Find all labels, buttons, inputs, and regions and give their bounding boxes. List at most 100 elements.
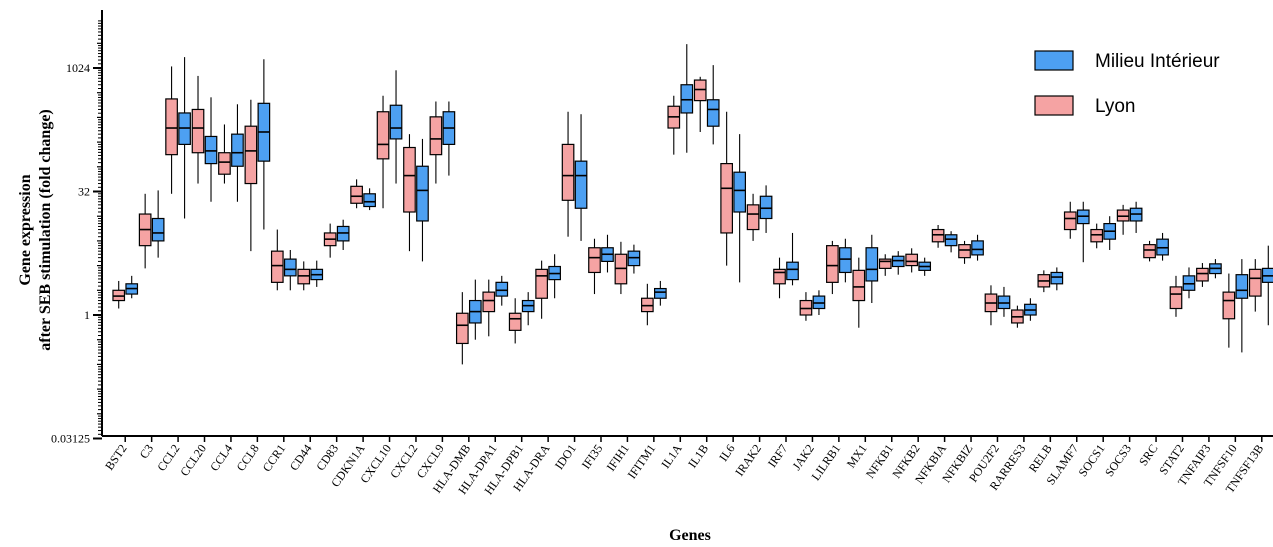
lyon-pou2f2-box — [984, 285, 998, 326]
milieu-tnfsf10-box — [1235, 259, 1249, 353]
lyon-ccl2-iqr — [165, 98, 178, 156]
milieu-ccl2-box — [178, 57, 191, 219]
milieu-src-box — [1156, 232, 1169, 261]
lyon-nfkbiz-iqr — [958, 244, 971, 259]
lyon-nfkbiz-box — [958, 240, 971, 264]
x-tick-label: CCL20 — [177, 442, 209, 479]
x-tick-label: IFI35 — [579, 442, 606, 472]
milieu-stat2-box — [1182, 267, 1196, 299]
legend-label-milieu: Milieu Intérieur — [1095, 51, 1220, 72]
y-tick-label: 0.03125 — [51, 432, 90, 446]
legend-label-lyon: Lyon — [1095, 96, 1136, 117]
lyon-hla-dra-box — [535, 260, 548, 319]
x-tick-label: IL1A — [658, 441, 685, 471]
x-tick-label: IRAK2 — [732, 442, 764, 479]
lyon-cxcl10-iqr — [376, 111, 390, 160]
x-axis-title: Genes — [669, 527, 711, 544]
lyon-socs1-box — [1090, 223, 1104, 249]
lyon-tnfsf10-box — [1222, 273, 1236, 348]
milieu-c3-iqr — [151, 217, 165, 242]
milieu-nfkb2-box — [918, 257, 932, 276]
lyon-hla-dra-iqr — [535, 268, 548, 299]
legend: Milieu Intérieur Lyon — [1034, 50, 1220, 117]
lyon-cd44-box — [297, 261, 311, 291]
lyon-ifitm1-box — [641, 283, 654, 326]
milieu-lilrb1-box — [839, 238, 852, 283]
lyon-ifi35-box — [588, 238, 601, 295]
x-tick-label: IFITM1 — [625, 442, 659, 482]
milieu-cxcl9-box — [442, 101, 456, 176]
x-tick-label: SOCS3 — [1102, 442, 1134, 480]
lyon-ido1-iqr — [561, 143, 575, 201]
lyon-hla-dpb1-iqr — [508, 312, 522, 331]
lyon-irf7-box — [773, 257, 786, 299]
lyon-cxcl2-iqr — [403, 146, 416, 213]
lyon-il6-iqr — [720, 163, 733, 234]
milieu-il1b-box — [706, 65, 720, 145]
milieu-cxcl2-box — [416, 138, 429, 262]
milieu-cdkn1a-box — [363, 188, 376, 211]
x-tick-label: CCL8 — [234, 442, 262, 474]
lyon-stat2-box — [1169, 275, 1183, 317]
milieu-lilrb1-iqr — [839, 247, 852, 274]
x-tick-label: IL6 — [716, 442, 737, 464]
milieu-socs3-box — [1129, 201, 1143, 233]
milieu-relb-box — [1050, 267, 1064, 291]
milieu-irak2-iqr — [759, 195, 773, 220]
milieu-ccl8-box — [257, 59, 271, 230]
lyon-hla-dpb1-box — [508, 298, 522, 344]
lyon-ccl20-box — [191, 75, 205, 184]
lyon-nfkb1-iqr — [878, 258, 892, 269]
milieu-socs1-box — [1103, 216, 1117, 250]
milieu-cxcl2-iqr — [416, 165, 429, 222]
milieu-ifitm1-box — [654, 280, 667, 306]
milieu-mx1-iqr — [865, 247, 879, 282]
lyon-slamf7-iqr — [1063, 211, 1077, 231]
lyon-cxcl9-iqr — [429, 116, 443, 156]
lyon-il1a-box — [667, 95, 681, 155]
milieu-hla-dpa1-iqr — [495, 281, 509, 297]
y-tick-label: 1 — [84, 308, 90, 322]
lyon-irak2-iqr — [746, 204, 760, 231]
milieu-il6-box — [733, 134, 746, 283]
milieu-ido1-box — [574, 114, 588, 241]
lyon-jak2-box — [799, 292, 813, 321]
milieu-irak2-box — [759, 185, 773, 233]
x-tick-label: CCL4 — [207, 442, 235, 474]
lyon-ccr1-iqr — [270, 250, 284, 283]
milieu-pou2f2-box — [997, 286, 1011, 317]
milieu-mx1-box — [865, 234, 879, 304]
milieu-irf7-box — [786, 232, 799, 286]
lyon-ccr1-box — [270, 229, 284, 291]
milieu-cxcl10-box — [389, 70, 403, 184]
x-tick-label: IRF7 — [765, 442, 791, 470]
lyon-ccl2-box — [165, 66, 178, 194]
lyon-cxcl2-box — [403, 134, 416, 252]
milieu-nfkbiz-iqr — [971, 240, 984, 256]
lyon-relb-box — [1037, 270, 1051, 293]
milieu-hla-dpa1-box — [495, 275, 509, 306]
lyon-ccl20-iqr — [191, 108, 205, 154]
lyon-ccl4-box — [218, 124, 231, 184]
milieu-nfkbia-box — [944, 231, 958, 253]
legend-swatch-milieu — [1034, 50, 1074, 71]
lyon-il1b-iqr — [693, 79, 707, 102]
y-axis-title-line2: after SEB stimulation (fold change) — [37, 109, 54, 350]
lyon-hla-dmb-box — [455, 292, 469, 365]
lyon-ido1-box — [561, 111, 575, 237]
lyon-cdkn1a-box — [350, 179, 363, 209]
milieu-irf7-iqr — [786, 261, 799, 281]
lyon-cd83-box — [323, 223, 337, 258]
lyon-nfkb1-box — [878, 254, 892, 276]
lyon-tnfsf10-iqr — [1222, 291, 1236, 320]
milieu-hla-dpb1-box — [521, 292, 535, 326]
milieu-cxcl10-iqr — [389, 104, 403, 140]
y-tick-label: 32 — [78, 185, 90, 199]
lyon-cdkn1a-iqr — [350, 185, 363, 204]
lyon-stat2-iqr — [1169, 286, 1183, 310]
lyon-ifi35-iqr — [588, 247, 601, 274]
milieu-ccl20-box — [204, 97, 218, 202]
lyon-tnfaip3-box — [1196, 263, 1209, 287]
x-tick-label: SRC — [1136, 442, 1160, 469]
milieu-bst2-box — [125, 275, 139, 299]
